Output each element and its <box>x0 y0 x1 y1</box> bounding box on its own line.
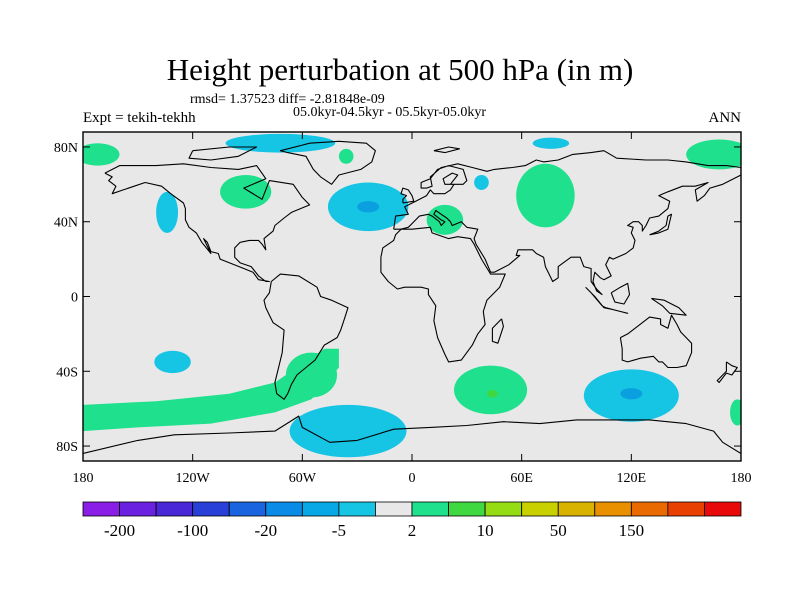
north-america-coastline <box>104 163 311 283</box>
colorbar-label: -20 <box>254 521 277 540</box>
colorbar-swatch <box>411 501 449 517</box>
arctic-islands-coastline <box>188 146 258 161</box>
colorbar-swatch <box>228 501 267 517</box>
arctic-atlantic-positive <box>338 148 354 164</box>
madagascar-coastline <box>491 318 504 344</box>
x-tick-label: 120W <box>176 471 211 486</box>
arctic-russia-negative <box>532 137 570 149</box>
colorbar-label: 150 <box>619 521 645 540</box>
colorbar-swatch <box>557 501 596 517</box>
new-zealand-coastline <box>716 361 738 384</box>
stats-line: rmsd= 1.37523 diff= -2.81848e-09 <box>190 92 385 107</box>
colorbar-label: 2 <box>408 521 417 540</box>
svalbard-coastline <box>433 146 461 154</box>
x-tick-label: 0 <box>409 471 416 486</box>
x-tick-label: 60W <box>289 471 317 486</box>
anomaly-shading <box>83 133 741 458</box>
y-tick-label: 80S <box>56 440 78 455</box>
y-tick-label: 0 <box>71 291 78 306</box>
period-line: 05.0kyr-04.5kyr - 05.5kyr-05.0kyr <box>293 105 487 120</box>
y-tick-label: 40S <box>56 365 78 380</box>
plot-title: Height perturbation at 500 hPa (in m) <box>166 52 634 87</box>
japan-coastline <box>649 213 673 236</box>
south-indian-positive <box>454 365 528 415</box>
colorbar-label: 50 <box>550 521 567 540</box>
colorbar-label: -100 <box>177 521 208 540</box>
colorbar-label: -200 <box>104 521 135 540</box>
coastlines <box>83 140 741 455</box>
x-tick-label: 120E <box>617 471 647 486</box>
north-pacific-positive <box>83 143 120 166</box>
west-coast-negative <box>156 191 179 233</box>
colorbar-swatch <box>155 501 194 517</box>
colorbar-swatch <box>448 501 486 517</box>
south-indian-core <box>486 389 498 398</box>
africa-coastline <box>380 226 506 363</box>
drake-passage-positive <box>285 352 338 398</box>
colorbar-swatch <box>375 501 413 517</box>
x-tick-label: 180 <box>73 471 94 486</box>
south-australia-core <box>620 388 643 400</box>
uk-coastline <box>400 187 415 204</box>
colorbar-swatch <box>667 501 705 517</box>
colorbar-swatch <box>484 501 523 517</box>
scandinavia-negative <box>474 174 489 190</box>
eurasia-coastline <box>393 150 741 296</box>
australia-coastline <box>619 314 693 369</box>
map-axes: 180 120W 60W 0 60E 120E 180 80N 40N 0 40S 80S <box>54 131 752 486</box>
x-tick-label: 180 <box>731 471 752 486</box>
europe-positive <box>426 204 464 235</box>
colorbar-label: 10 <box>477 521 494 540</box>
colorbar-label: -5 <box>332 521 346 540</box>
colorbar-swatch <box>265 501 303 517</box>
antarctica-coastline <box>83 415 741 455</box>
greenland-coastline <box>279 140 376 185</box>
indonesia-coastline <box>585 286 629 314</box>
colorbar-swatch <box>521 501 559 517</box>
south-pacific-negative <box>154 350 191 374</box>
colorbar-swatch <box>630 501 669 517</box>
north-america-positive <box>220 174 272 209</box>
map-area <box>83 132 741 461</box>
colorbar-swatch <box>338 501 376 517</box>
colorbar-swatch <box>192 501 230 517</box>
south-america-coastline <box>263 273 349 400</box>
southern-ocean-positive-band <box>83 348 339 432</box>
x-tick-label: 60E <box>510 471 533 486</box>
date-line-south-positive <box>730 399 741 426</box>
colorbar-swatch <box>119 501 157 517</box>
southern-atlantic-negative <box>289 404 407 458</box>
experiment-label: Expt = tekih-tekhh <box>83 110 196 126</box>
season-label: ANN <box>708 110 742 126</box>
new-guinea-coastline <box>651 297 687 316</box>
colorbar-swatch <box>594 501 632 517</box>
greenland-negative <box>225 133 336 153</box>
y-tick-label: 40N <box>54 216 78 231</box>
colorbar-swatch <box>301 501 340 517</box>
y-tick-label: 80N <box>54 141 78 156</box>
colorbar-swatch <box>704 501 742 517</box>
north-pacific-east-positive <box>686 139 741 170</box>
siberia-positive <box>516 163 575 228</box>
colorbar-swatch <box>82 501 120 517</box>
borneo-coastline <box>610 282 631 305</box>
colorbar: -200 -100 -20 -5 2 10 50 150 <box>82 501 742 540</box>
north-atlantic-core <box>357 201 380 213</box>
